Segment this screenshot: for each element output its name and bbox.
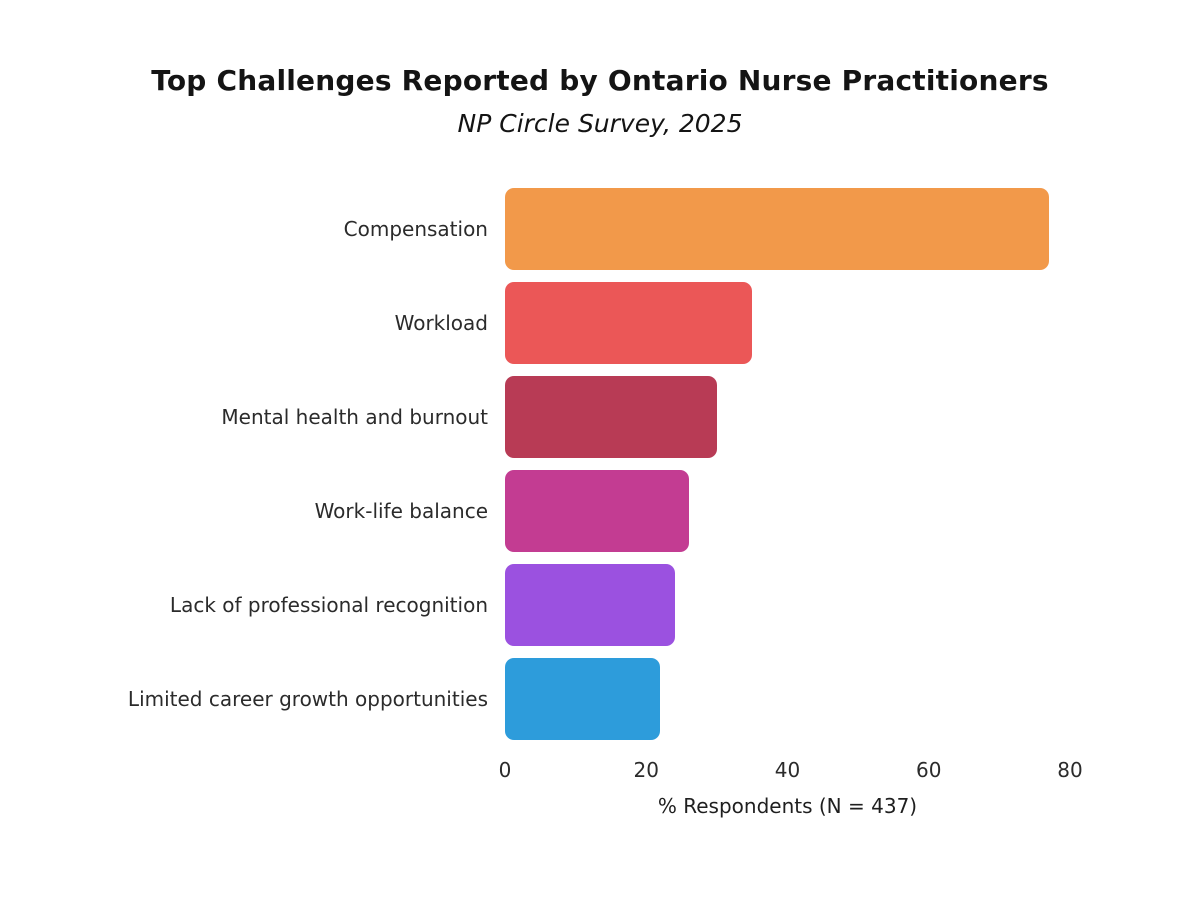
bar-row: Work-life balance (0, 464, 1200, 558)
bar-compensation (505, 188, 1049, 270)
bar-row: Limited career growth opportunities (0, 652, 1200, 746)
chart-title: Top Challenges Reported by Ontario Nurse… (151, 64, 1049, 97)
title-block: Top Challenges Reported by Ontario Nurse… (0, 0, 1200, 138)
x-axis: 0 20 40 60 80 (499, 752, 1200, 786)
bar-plot-area: Compensation Workload Mental health and bu… (0, 182, 1200, 746)
x-tick-label: 20 (633, 758, 659, 782)
bar-track (505, 470, 1200, 552)
x-axis-title: % Respondents (N = 437) (657, 794, 918, 818)
bar-work-life-balance (505, 470, 689, 552)
bar-row: Compensation (0, 182, 1200, 276)
bar-track (505, 376, 1200, 458)
chart-subtitle: NP Circle Survey, 2025 (457, 109, 743, 138)
category-label: Lack of professional recognition (169, 593, 488, 617)
bar-track (505, 658, 1200, 740)
bar-workload (505, 282, 753, 364)
bar-mental-health-and-burnout (505, 376, 717, 458)
category-label: Mental health and burnout (221, 405, 488, 429)
bar-row: Mental health and burnout (0, 370, 1200, 464)
bar-row: Lack of professional recognition (0, 558, 1200, 652)
x-tick-label: 60 (916, 758, 942, 782)
bar-track (505, 564, 1200, 646)
x-tick-label: 80 (1057, 758, 1083, 782)
bar-track (505, 282, 1200, 364)
category-label: Compensation (343, 217, 488, 241)
bar-limited-career-growth-opportunities (505, 658, 661, 740)
category-label: Work-life balance (314, 499, 488, 523)
bar-row: Workload (0, 276, 1200, 370)
category-label: Limited career growth opportunities (127, 687, 488, 711)
x-tick-label: 0 (498, 758, 512, 782)
bar-track (505, 188, 1200, 270)
bar-lack-of-professional-recognition (505, 564, 675, 646)
x-tick-label: 40 (774, 758, 801, 782)
category-label: Workload (394, 311, 488, 335)
